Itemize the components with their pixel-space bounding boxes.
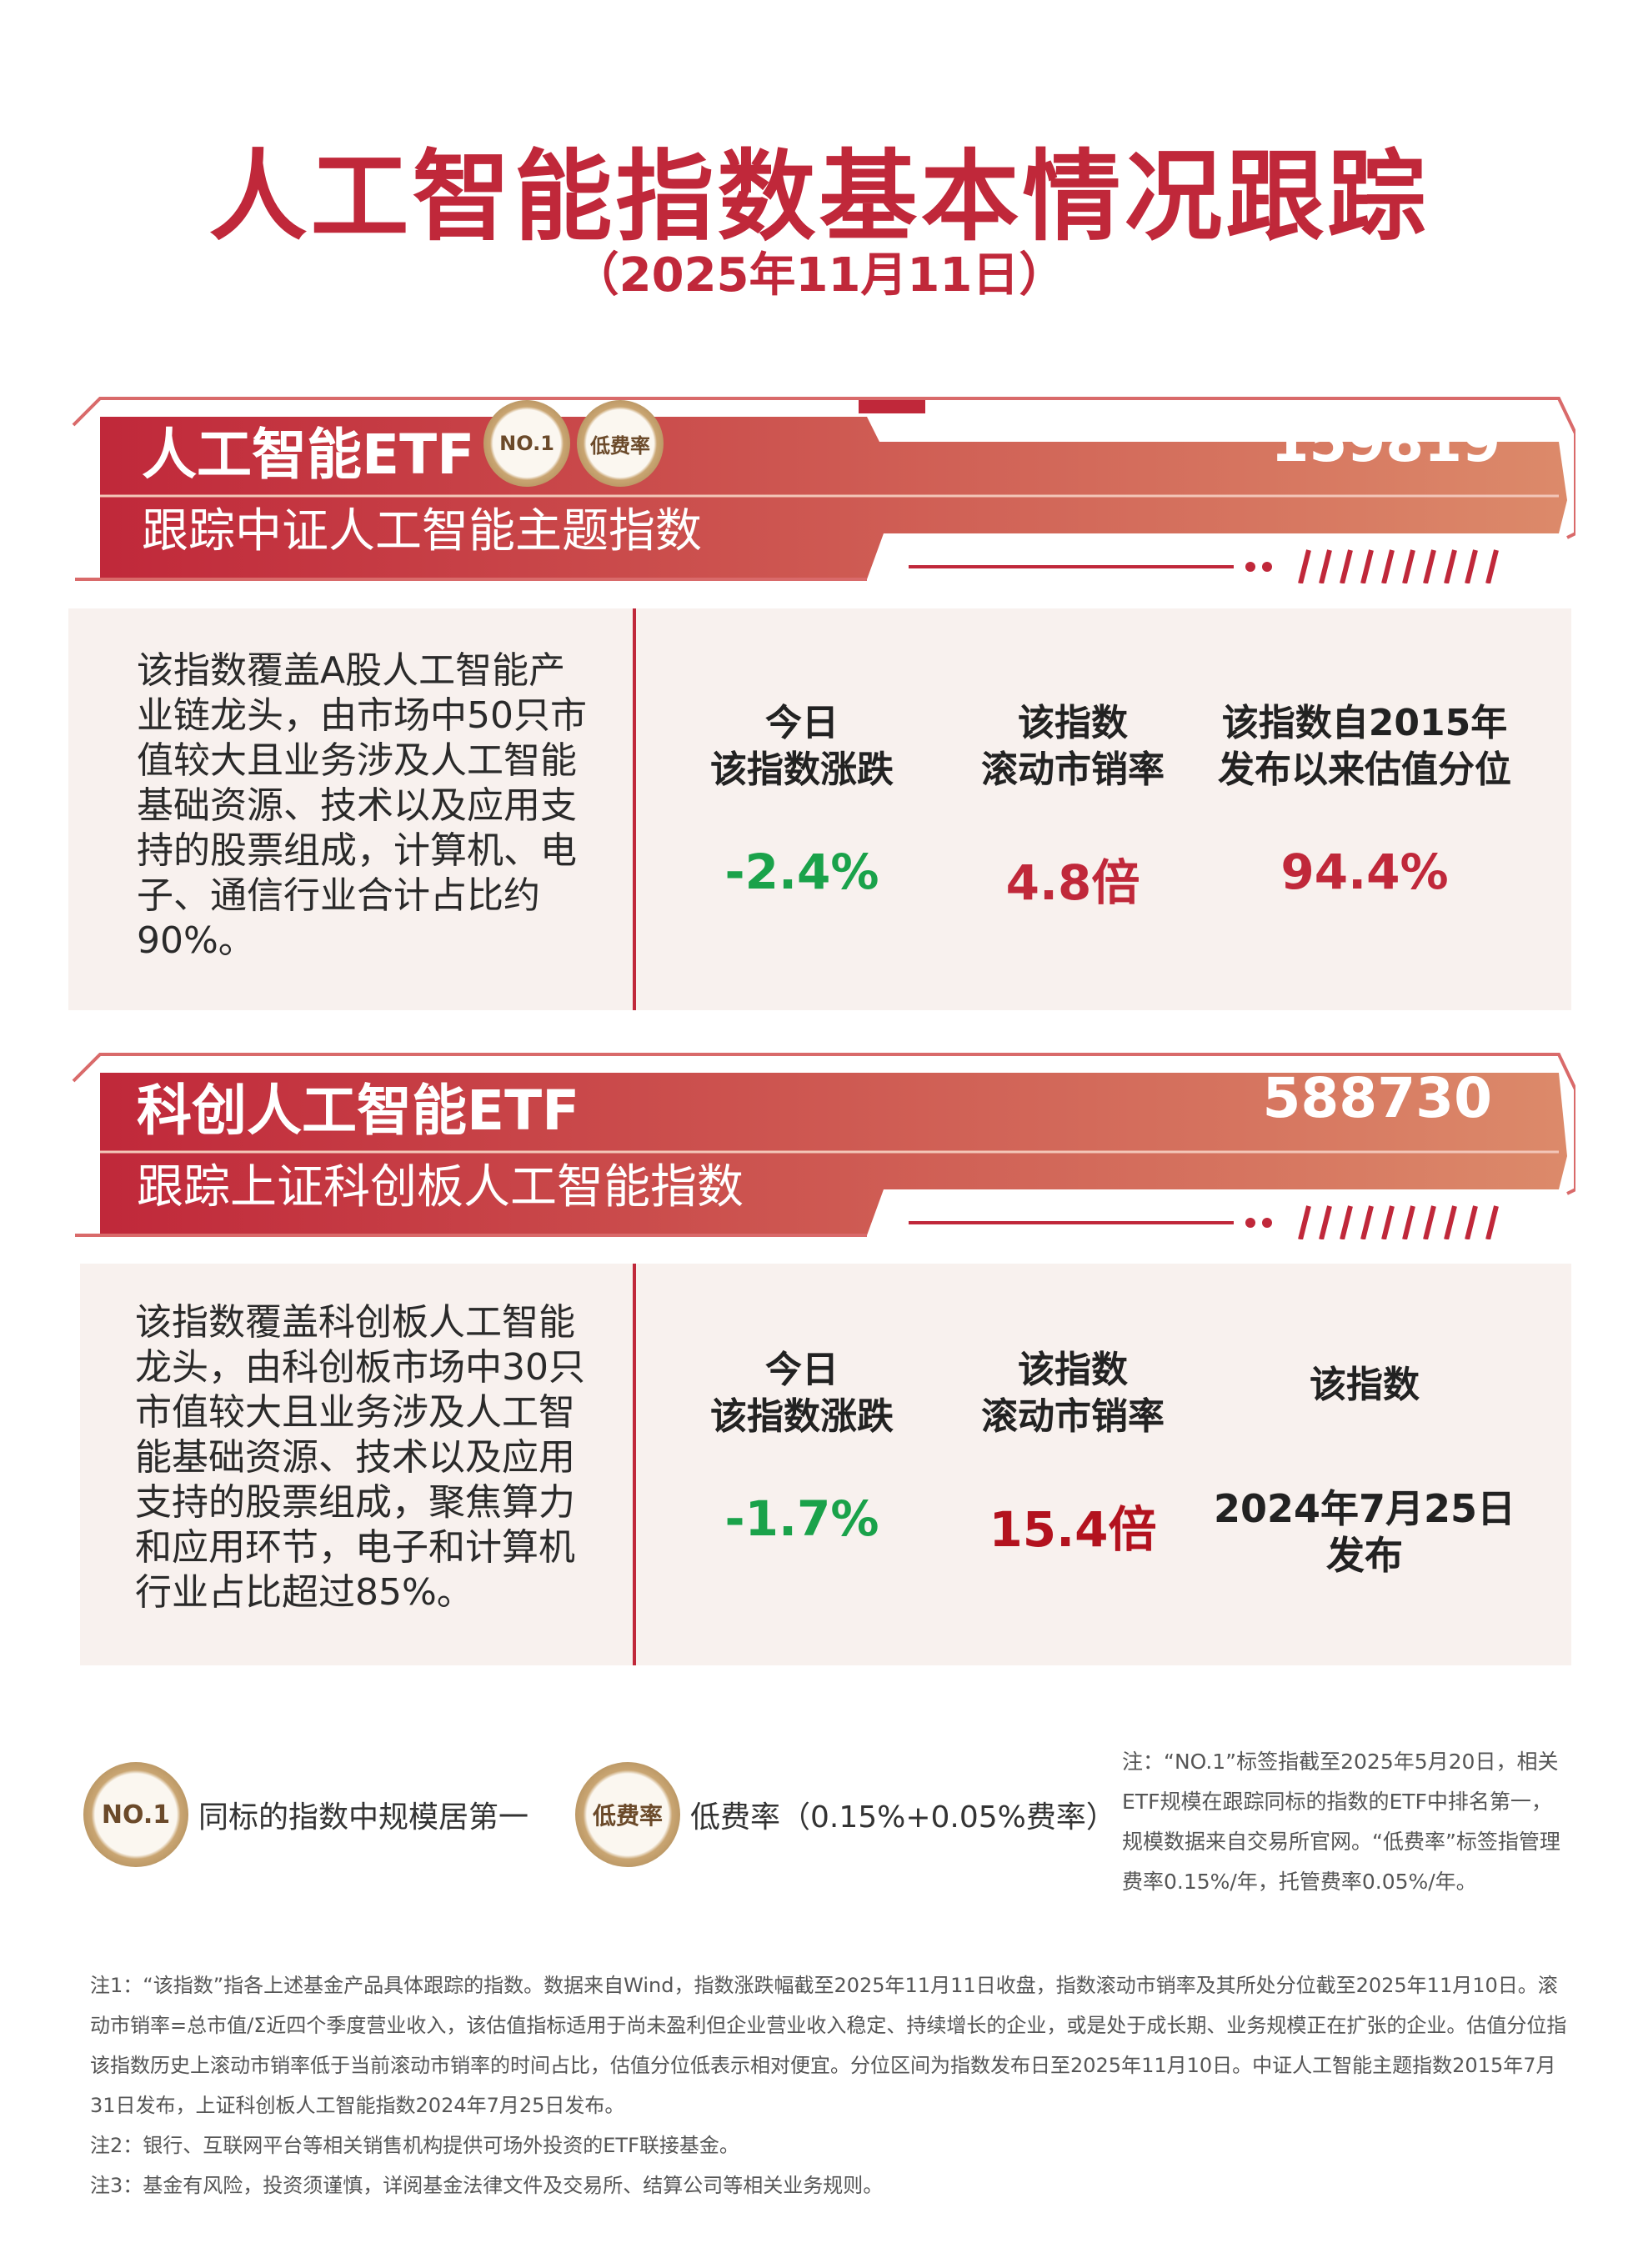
fund-banner-1: 人工智能ETF NO.1 低费率 159819 跟踪中证人工智能主题指数 <box>67 392 1575 583</box>
legend-low-fee: 低费率 低费率（0.15%+0.05%费率） <box>575 1762 1116 1867</box>
fund-card-1: 该指数覆盖A股人工智能产业链龙头，由市场中50只市值较大且业务涉及人工智能基础资… <box>68 608 1571 1010</box>
low-fee-badge-icon: 低费率 <box>575 1762 680 1867</box>
banner-frame <box>72 1053 1575 1239</box>
stat-header: 今日 <box>765 702 839 744</box>
index-description: 该指数覆盖科创板人工智能龙头，由科创板市场中30只市值较大且业务涉及人工智能基础… <box>135 1301 585 1614</box>
legend-no1: NO.1 同标的指数中规模居第一 <box>83 1762 528 1867</box>
stat-header: 该指数涨跌 <box>710 748 894 791</box>
divider <box>633 608 636 1010</box>
no1-badge-icon: NO.1 <box>483 400 570 487</box>
footnote-2: 注2：银行、互联网平台等相关销售机构提供可场外投资的ETF联接基金。 <box>90 2134 739 2157</box>
stat-daily-change: 今日 该指数涨跌 -2.4% <box>652 700 952 900</box>
stat-daily-change: 今日 该指数涨跌 -1.7% <box>652 1347 952 1547</box>
stat-valuation-percentile: 该指数自2015年 发布以来估值分位 94.4% <box>1181 700 1548 900</box>
fund-banner-2: 科创人工智能ETF 588730 跟踪上证科创板人工智能指数 <box>67 1048 1575 1239</box>
stat-value: 发布 <box>1326 1533 1403 1578</box>
tracking-index: 跟踪中证人工智能主题指数 <box>142 504 702 558</box>
stat-header: 滚动市销率 <box>981 748 1165 791</box>
stat-value: 2024年7月25日 <box>1213 1486 1516 1531</box>
page-title: 人工智能指数基本情况跟踪 <box>208 139 1430 254</box>
legend-low-fee-text: 低费率（0.15%+0.05%费率） <box>690 1800 1116 1835</box>
stat-header: 滚动市销率 <box>981 1395 1165 1438</box>
footnotes: 注1：“该指数”指各上述基金产品具体跟踪的指数。数据来自Wind，指数涨跌幅截至… <box>90 1965 1574 2205</box>
index-description: 该指数覆盖A股人工智能产业链龙头，由市场中50只市值较大且业务涉及人工智能基础资… <box>137 649 587 962</box>
etf-name: 人工智能ETF <box>142 423 475 487</box>
stat-header: 该指数 <box>1018 1349 1128 1391</box>
stat-header: 发布以来估值分位 <box>1218 748 1511 791</box>
etf-name: 科创人工智能ETF <box>137 1079 580 1143</box>
etf-code: 588730 <box>1262 1066 1492 1130</box>
stat-header: 该指数涨跌 <box>710 1395 894 1438</box>
badge-note: 注：“NO.1”标签指截至2025年5月20日，相关ETF规模在跟踪同标的指数的… <box>1122 1750 1560 1894</box>
page-date: （2025年11月11日） <box>572 248 1066 303</box>
stat-header: 该指数 <box>1310 1364 1420 1406</box>
footnote-1: 注1：“该指数”指各上述基金产品具体跟踪的指数。数据来自Wind，指数涨跌幅截至… <box>90 1974 1567 2117</box>
divider <box>633 1264 636 1665</box>
stat-ps-ratio: 该指数 滚动市销率 4.8倍 <box>923 700 1223 914</box>
stat-header: 今日 <box>765 1349 839 1391</box>
stat-ps-ratio: 该指数 滚动市销率 15.4倍 <box>923 1347 1223 1560</box>
footnote-3: 注3：基金有风险，投资须谨慎，详阅基金法律文件及交易所、结算公司等相关业务规则。 <box>90 2174 884 2197</box>
stat-header: 该指数自2015年 <box>1221 702 1508 744</box>
stat-value: 4.8倍 <box>1005 854 1140 911</box>
no1-badge-icon: NO.1 <box>83 1762 188 1867</box>
stat-value: 15.4倍 <box>989 1501 1157 1558</box>
stat-value: -1.7% <box>724 1490 879 1547</box>
etf-code: 159819 <box>1270 410 1500 474</box>
tracking-index: 跟踪上证科创板人工智能指数 <box>137 1160 744 1214</box>
stat-value: 94.4% <box>1280 844 1449 900</box>
banner-frame <box>72 397 1575 583</box>
fund-card-2: 该指数覆盖科创板人工智能龙头，由科创板市场中30只市值较大且业务涉及人工智能基础… <box>80 1264 1571 1665</box>
stat-header: 该指数 <box>1018 702 1128 744</box>
stat-value: -2.4% <box>724 844 879 900</box>
stat-publish-date: 该指数 2024年7月25日 发布 <box>1181 1362 1548 1579</box>
low-fee-badge-icon: 低费率 <box>577 400 664 487</box>
legend-no1-text: 同标的指数中规模居第一 <box>198 1800 529 1835</box>
